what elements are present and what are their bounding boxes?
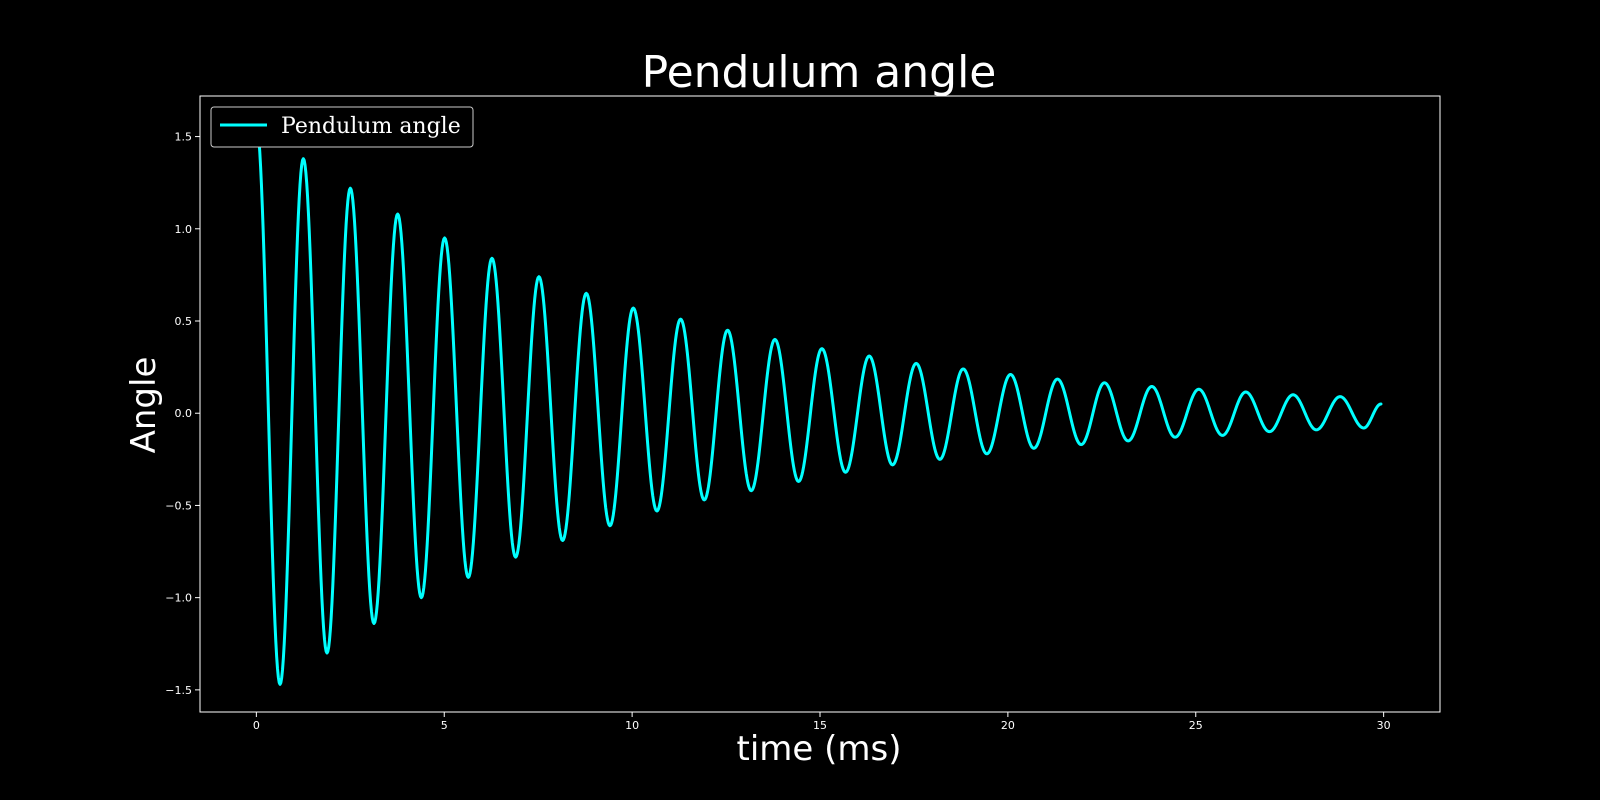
x-tick-label: 15 xyxy=(813,719,827,732)
x-tick-label: 25 xyxy=(1189,719,1203,732)
legend-box xyxy=(210,106,474,148)
x-tick-label: 20 xyxy=(1001,719,1015,732)
legend: Pendulum angle xyxy=(210,106,474,148)
x-tick-label: 10 xyxy=(625,719,639,732)
series-line-0 xyxy=(254,122,1383,686)
plot-frame xyxy=(199,95,1441,713)
x-axis-ticks: 0 5 10 15 20 25 30 xyxy=(253,712,1391,732)
y-tick-label: 0.0 xyxy=(175,407,193,420)
x-axis-label: time (ms) xyxy=(737,729,902,769)
y-axis-ticks: −1.5 −1.0 −0.5 0.0 0.5 1.0 1.5 xyxy=(165,131,200,697)
legend-label: Pendulum angle xyxy=(281,114,461,139)
x-tick-label: 30 xyxy=(1377,719,1391,732)
y-tick-label: 0.5 xyxy=(175,315,193,328)
x-tick-label: 5 xyxy=(441,719,448,732)
y-tick-label: 1.0 xyxy=(175,223,193,236)
y-tick-label: −0.5 xyxy=(165,499,192,512)
chart-title: Pendulum angle xyxy=(642,47,997,98)
y-axis-label: Angle xyxy=(124,357,164,454)
x-tick-label: 0 xyxy=(253,719,260,732)
y-tick-label: 1.5 xyxy=(175,131,193,144)
y-tick-label: −1.5 xyxy=(165,684,192,697)
y-tick-label: −1.0 xyxy=(165,592,192,605)
series-layer xyxy=(254,122,1383,686)
